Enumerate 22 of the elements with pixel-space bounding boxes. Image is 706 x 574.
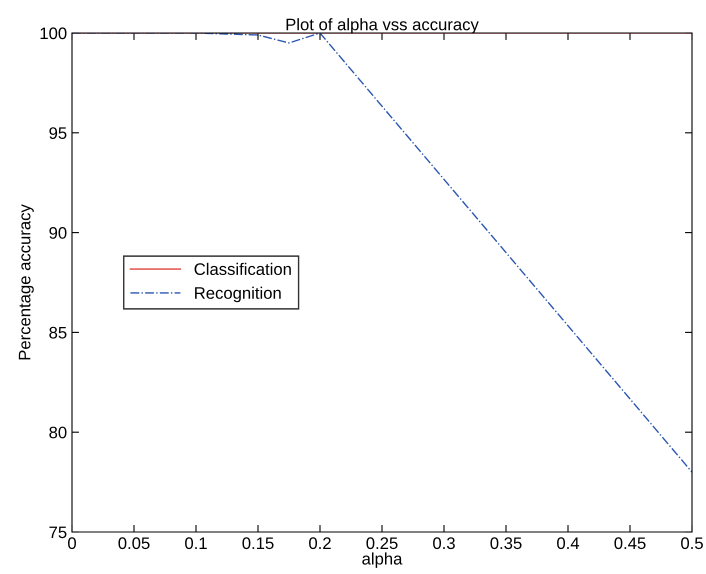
y-tick-label: 100 xyxy=(40,27,66,40)
y-tick-label: 80 xyxy=(49,426,66,438)
x-tick-label: 0.3 xyxy=(433,537,455,550)
y-tick-label: 90 xyxy=(49,227,66,239)
legend-label: Recognition xyxy=(195,286,281,302)
y-tick-label: 85 xyxy=(49,326,66,339)
x-tick-label: 0.5 xyxy=(681,537,703,550)
x-tick-label: 0 xyxy=(68,537,76,550)
x-tick-label: 0.2 xyxy=(309,537,331,550)
x-tick-label: 0.4 xyxy=(557,537,580,550)
x-tick-label: 0.1 xyxy=(185,537,207,550)
y-axis-title: Percentage accuracy xyxy=(18,204,34,360)
x-tick-label: 0.45 xyxy=(614,537,646,550)
y-tick-label: 75 xyxy=(49,526,66,538)
x-tick-label: 0.35 xyxy=(490,537,522,550)
chart-title: Plot of alpha vss accuracy xyxy=(286,18,479,34)
x-tick-label: 0.05 xyxy=(118,537,150,550)
x-axis-title: alpha xyxy=(362,552,402,568)
x-tick-label: 0.15 xyxy=(242,537,274,550)
legend-label: Classification xyxy=(194,262,291,276)
x-tick-label: 0.25 xyxy=(366,537,398,550)
y-tick-label: 95 xyxy=(49,127,66,140)
